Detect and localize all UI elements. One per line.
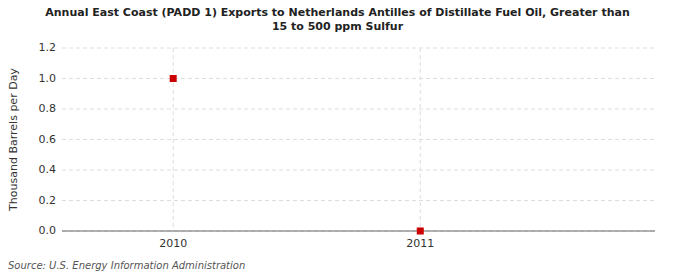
points bbox=[170, 75, 424, 235]
x-tick-label: 2010 bbox=[159, 237, 187, 250]
axes: 0.0 0.2 0.4 0.6 0.8 1.0 1.2 2010 2011 bbox=[39, 41, 656, 250]
y-tick-label: 0.6 bbox=[39, 133, 57, 146]
y-axis-title: Thousand Barrels per Day bbox=[7, 68, 20, 212]
y-tick-label: 1.2 bbox=[39, 41, 57, 54]
y-tick-label: 0.8 bbox=[39, 102, 57, 115]
title-line: Annual East Coast (PADD 1) Exports to Ne… bbox=[45, 6, 629, 19]
title-line: 15 to 500 ppm Sulfur bbox=[272, 20, 404, 33]
source-note: Source: U.S. Energy Information Administ… bbox=[8, 260, 245, 271]
y-grid-line bbox=[62, 231, 655, 232]
y-grid-line bbox=[62, 48, 655, 49]
x-tick-label: 2011 bbox=[406, 237, 434, 250]
y-tick-label: 1.0 bbox=[39, 72, 57, 85]
y-tick-label: 0.0 bbox=[39, 224, 57, 237]
y-grid-line bbox=[62, 200, 655, 201]
x-grid-line bbox=[420, 48, 421, 231]
data-point bbox=[417, 228, 424, 235]
y-grid-line bbox=[62, 139, 655, 140]
y-grid-line bbox=[62, 78, 655, 79]
y-tick-label: 0.4 bbox=[39, 163, 57, 176]
grid bbox=[62, 48, 655, 231]
title: Annual East Coast (PADD 1) Exports to Ne… bbox=[45, 6, 629, 33]
x-axis-line bbox=[62, 231, 655, 232]
chart: 0.0 0.2 0.4 0.6 0.8 1.0 1.2 2010 2011 Thousand Ba… bbox=[0, 0, 675, 275]
y-grid-line bbox=[62, 109, 655, 110]
y-grid-line bbox=[62, 170, 655, 171]
data-point bbox=[170, 75, 177, 82]
y-tick-label: 0.2 bbox=[39, 194, 57, 207]
